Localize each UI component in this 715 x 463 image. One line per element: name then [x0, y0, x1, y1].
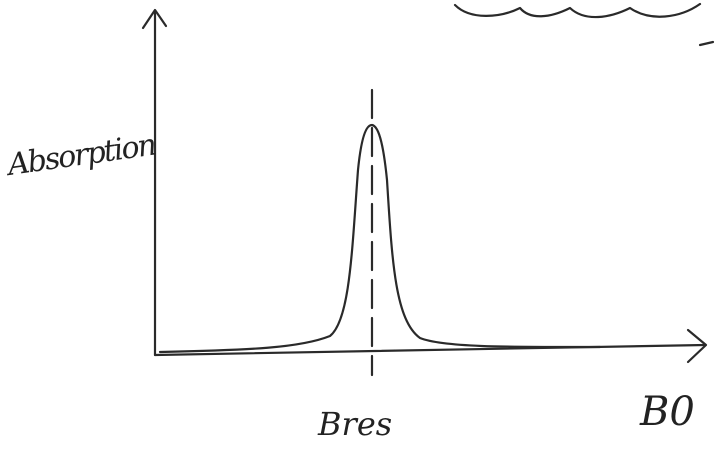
- peak-label: Bres: [317, 405, 392, 443]
- sketch: Absorption Bres B0: [0, 0, 715, 463]
- background: [0, 0, 715, 463]
- y-axis: [155, 12, 156, 355]
- x-axis-label: B0: [639, 389, 695, 435]
